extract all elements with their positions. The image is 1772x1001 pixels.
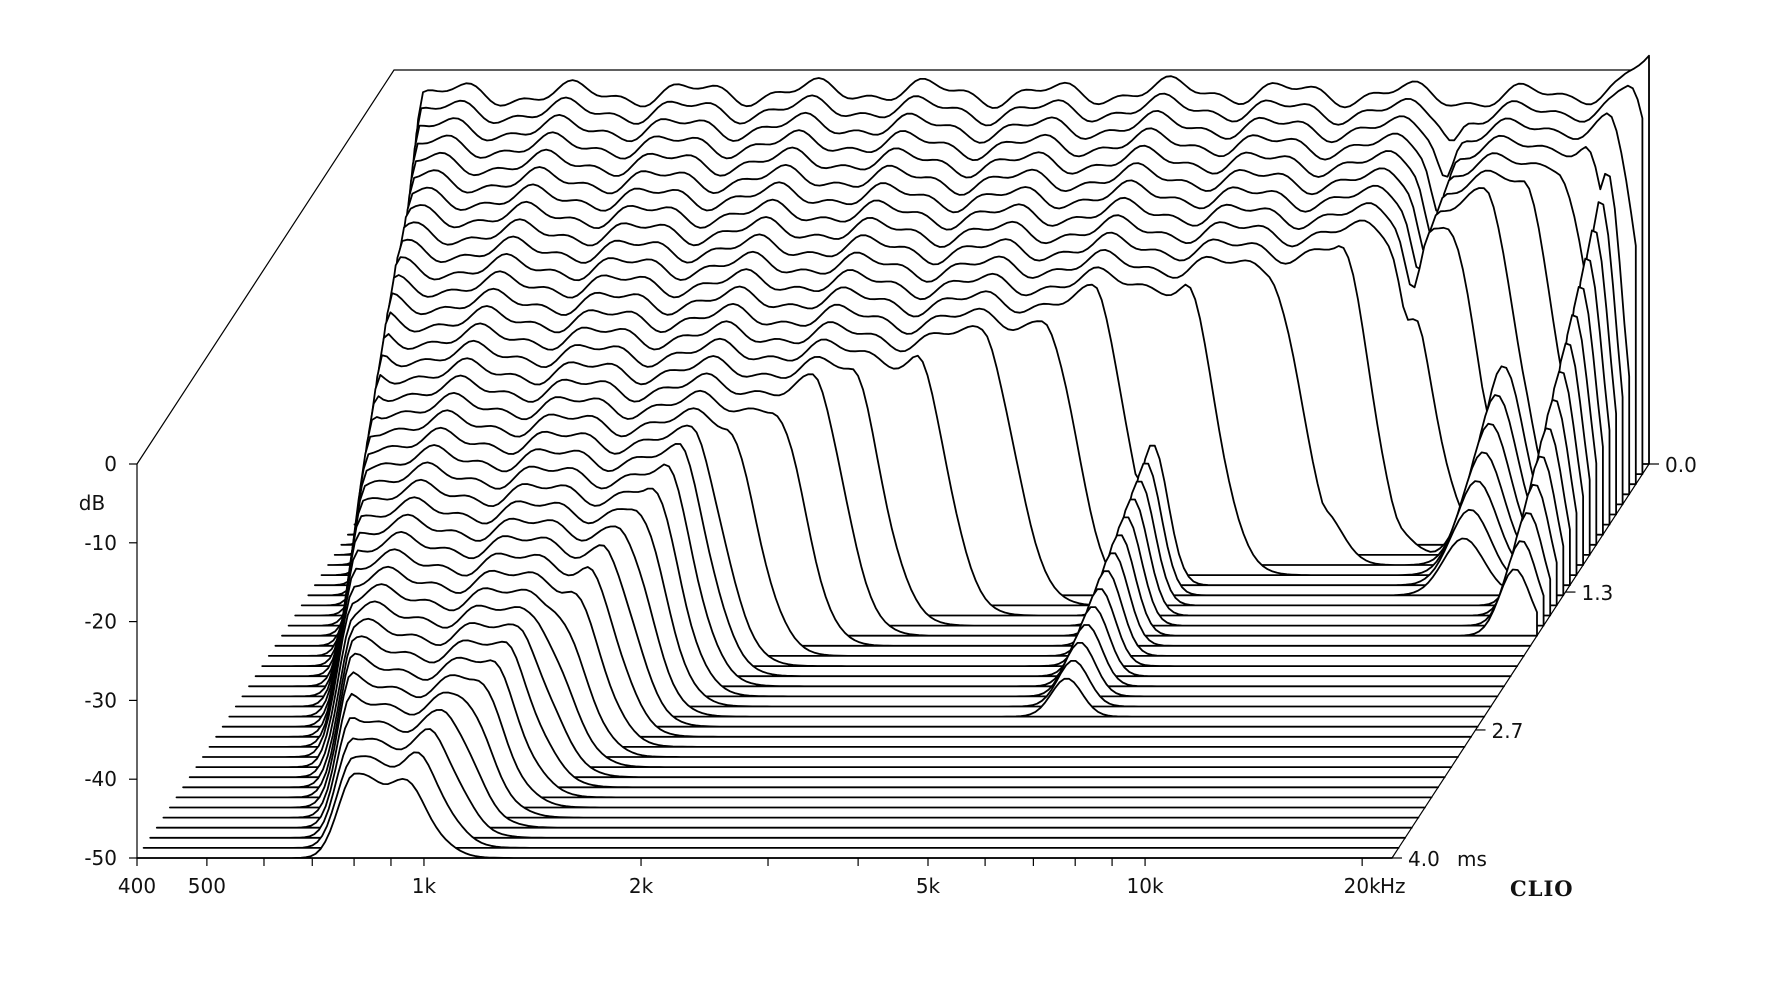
y-axis-unit: dB <box>79 491 105 515</box>
y-tick-label: -20 <box>84 610 117 634</box>
time-tick-label: 1.3 <box>1581 581 1613 605</box>
clio-brand-logo: CLIO <box>1510 876 1574 901</box>
x-axis: Hz 400 500 1k 2k 5k 10k 20k <box>118 858 1406 898</box>
x-tick-label: 400 <box>118 874 156 898</box>
x-tick-label: 2k <box>629 874 654 898</box>
time-axis-unit: ms <box>1457 847 1487 871</box>
x-axis-unit: Hz <box>1380 874 1406 898</box>
y-tick-label: -30 <box>84 688 117 712</box>
decay-slice <box>142 751 1400 849</box>
decay-slice <box>155 709 1413 829</box>
time-tick-label: 2.7 <box>1492 719 1524 743</box>
decay-slice <box>149 728 1407 839</box>
y-tick-label: -50 <box>84 846 117 870</box>
frame-right-edge <box>1391 463 1650 859</box>
y-axis: dB 0 -10 -20 -30 -40 -50 <box>79 452 137 870</box>
x-tick-label: 5k <box>916 874 941 898</box>
y-tick-label: 0 <box>104 452 117 476</box>
x-tick-label: 1k <box>412 874 437 898</box>
x-tick-label: 10k <box>1127 874 1164 898</box>
decay-slice <box>136 772 1393 859</box>
x-tick-label: 20k <box>1344 874 1381 898</box>
time-axis: ms 0.0 1.3 2.7 4.0 <box>1392 453 1697 871</box>
time-tick-label: 0.0 <box>1665 453 1697 477</box>
decay-slices <box>136 54 1650 859</box>
x-tick-label: 500 <box>188 874 226 898</box>
time-tick-label: 4.0 <box>1408 847 1440 871</box>
y-tick-label: -10 <box>84 531 117 555</box>
y-tick-label: -40 <box>84 767 117 791</box>
